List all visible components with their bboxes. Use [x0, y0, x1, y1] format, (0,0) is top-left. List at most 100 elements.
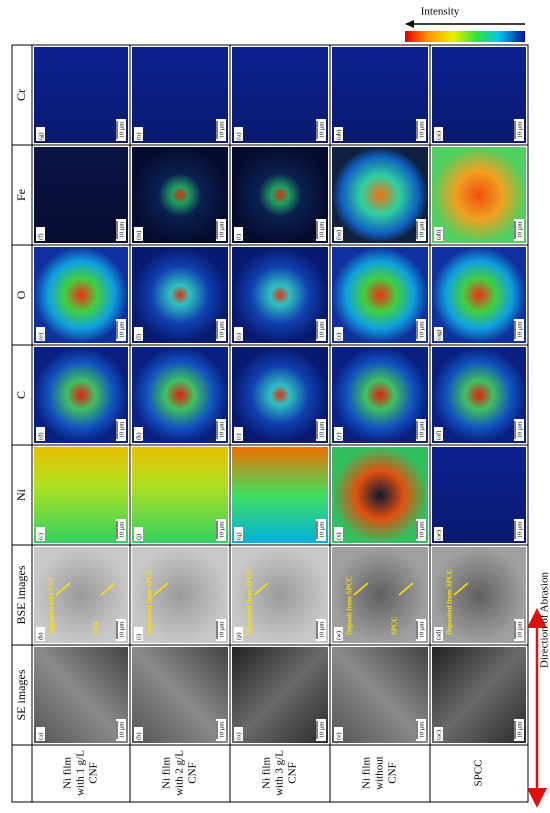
annotation-arrow [55, 582, 71, 596]
micrograph [132, 347, 228, 443]
scale-bar-label: 10 μm [118, 522, 125, 539]
scale-bar-bg [116, 119, 126, 141]
scale-bar-bg [216, 419, 226, 441]
scale-bar-bg [316, 219, 326, 241]
scale-bar-label: 10 μm [418, 122, 425, 139]
micrograph [34, 47, 128, 143]
panel-label: (l) [135, 334, 142, 340]
column-header: C [14, 391, 28, 399]
panel-label-bg [434, 127, 443, 141]
panel-label: (ah) [435, 230, 442, 240]
scale-bar-bg [514, 419, 524, 441]
micrograph [132, 247, 228, 343]
scale-bar-label: 10 μm [318, 222, 325, 239]
table-frame [11, 44, 529, 803]
scale-bar-bg [416, 119, 426, 141]
annotation-arrow [398, 582, 414, 596]
scale-bar-label: 10 μm [318, 422, 325, 439]
annotation: Agglomerated CNF [48, 576, 56, 635]
sample-label: with 2 g/L [174, 750, 186, 796]
scale-bar-bg [416, 419, 426, 441]
panel-label-bg [134, 427, 143, 441]
panel-label: (g) [37, 132, 44, 140]
scale-bar-label: 10 μm [118, 422, 125, 439]
scale-bar-bg [514, 119, 524, 141]
panel-label: (af) [435, 431, 442, 440]
micrograph [34, 647, 128, 743]
panel-label-bg [234, 527, 243, 541]
column-header: Fe [14, 189, 28, 201]
panel-label-bg [234, 727, 243, 741]
panel-label: (b) [37, 632, 44, 640]
panel-label: (z) [335, 333, 342, 340]
panel-label-bg [36, 127, 45, 141]
annotation-arrow [453, 582, 469, 596]
scale-bar-label: 10 μm [218, 222, 225, 239]
scale-bar-label: 10 μm [516, 722, 523, 739]
panel-label: (y) [335, 432, 342, 440]
scale-bar-label: 10 μm [118, 622, 125, 639]
scale-bar-bg [116, 719, 126, 741]
panel-label: (d) [37, 432, 44, 440]
scale-bar-label: 10 μm [418, 722, 425, 739]
scale-bar-label: 10 μm [516, 322, 523, 339]
micrograph [232, 447, 328, 543]
abrasion-label: Direction of Abrasion [539, 572, 550, 668]
micrograph [432, 247, 526, 343]
micrograph [132, 447, 228, 543]
scale-bar-label: 10 μm [318, 722, 325, 739]
sample-label: Ni film [261, 757, 273, 790]
scale-bar-label: 10 μm [516, 522, 523, 539]
column-header: O [14, 290, 28, 299]
panel-label-bg [434, 227, 443, 241]
panel-label-bg [334, 627, 343, 641]
panel-label-bg [134, 727, 143, 741]
scale-bar-bg [514, 619, 524, 641]
scale-bar-label: 10 μm [218, 622, 225, 639]
sample-label: without [374, 756, 386, 790]
panel-label-bg [334, 227, 343, 241]
annotation: Deposited from SPCC [146, 569, 154, 635]
annotation: SPCC [391, 617, 399, 635]
panel-label: (p) [235, 632, 242, 640]
panel-label-bg [36, 627, 45, 641]
micrograph [232, 47, 328, 143]
micrograph [332, 247, 428, 343]
scale-bar-label: 10 μm [418, 622, 425, 639]
scale-bar-bg [514, 219, 524, 241]
scale-bar-label: 10 μm [318, 522, 325, 539]
sample-label: with 1 g/L [75, 750, 87, 796]
panel-label: (e) [37, 333, 44, 340]
panel-label-bg [434, 727, 443, 741]
intensity-scale [405, 31, 525, 42]
micrograph [432, 547, 526, 643]
sample-label: CNF [88, 762, 100, 783]
annotation: Deposited from SPCC [246, 569, 254, 635]
scale-bar-label: 10 μm [516, 422, 523, 439]
panel-label: (o) [235, 732, 242, 740]
scale-bar-label: 10 μm [418, 322, 425, 339]
sample-label: CNF [187, 762, 199, 783]
panel-label: (ag) [435, 330, 442, 340]
scale-bar-label: 10 μm [516, 122, 523, 139]
panel-label-bg [36, 527, 45, 541]
scale-bar-bg [116, 219, 126, 241]
scale-bar-label: 10 μm [516, 622, 523, 639]
micrograph [232, 147, 328, 243]
panel-label: (ae) [435, 530, 442, 540]
scale-bar-bg [416, 519, 426, 541]
scale-bar-bg [116, 619, 126, 641]
panel-label-bg [36, 327, 45, 341]
scale-bar-bg [216, 219, 226, 241]
panel-label: (j) [135, 534, 142, 540]
micrograph [332, 547, 428, 643]
scale-bar-label: 10 μm [118, 722, 125, 739]
scale-bar-bg [316, 319, 326, 341]
scale-bar-bg [216, 319, 226, 341]
scale-bar-label: 10 μm [118, 122, 125, 139]
micrograph [34, 547, 128, 643]
micrograph [432, 647, 526, 743]
panel-label: (aa) [335, 230, 342, 240]
micrograph [34, 247, 128, 343]
column-header: Cr [14, 89, 28, 101]
